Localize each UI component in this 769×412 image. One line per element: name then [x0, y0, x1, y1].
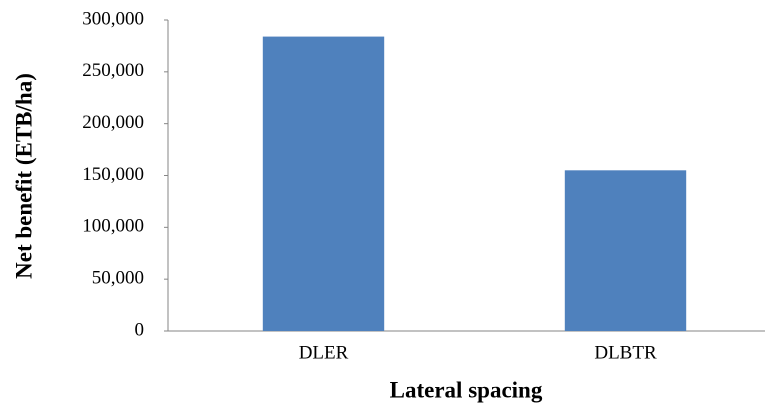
x-tick-label: DLBTR — [594, 342, 657, 363]
y-tick-label: 200,000 — [82, 112, 144, 133]
y-tick-label: 250,000 — [82, 60, 144, 81]
x-axis-title: Lateral spacing — [390, 377, 543, 402]
bar — [262, 36, 385, 331]
x-tick-label: DLER — [299, 342, 349, 363]
y-tick-label: 50,000 — [92, 268, 144, 289]
y-tick-label: 0 — [135, 319, 145, 340]
bar — [564, 170, 687, 331]
y-tick-label: 150,000 — [82, 164, 144, 185]
y-axis-title: Net benefit (ETB/ha) — [11, 73, 36, 279]
y-tick-label: 300,000 — [82, 8, 144, 29]
y-tick-label: 100,000 — [82, 216, 144, 237]
